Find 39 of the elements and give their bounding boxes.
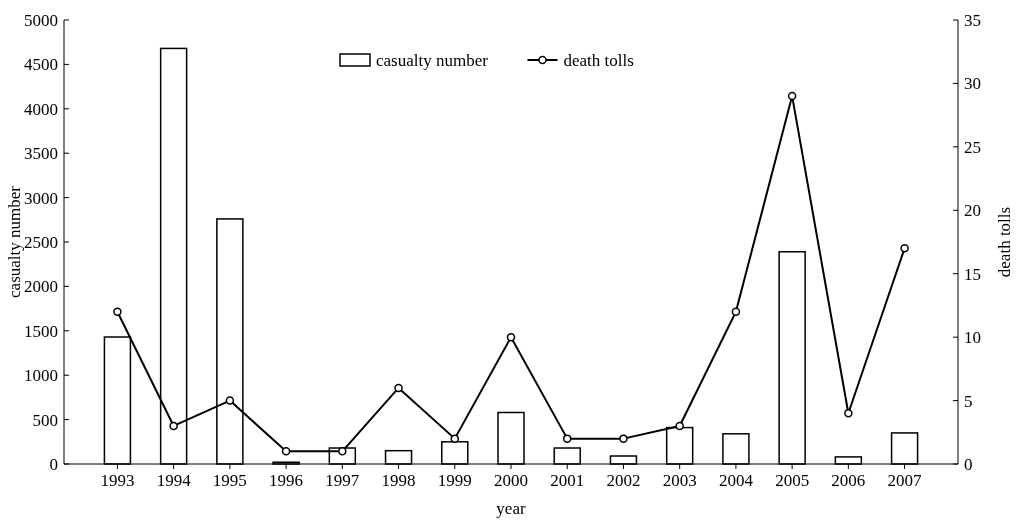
y-tick-label: 3500 — [24, 144, 58, 164]
x-tick-label: 2001 — [550, 471, 585, 490]
y-tick-label: 500 — [32, 410, 58, 430]
y-tick-label: 2000 — [24, 277, 58, 297]
y-tick-label: 1500 — [24, 321, 58, 341]
y-tick-label: 4000 — [24, 99, 58, 119]
y2-tick-label: 25 — [964, 137, 981, 157]
y-tick-label: 5000 — [24, 10, 58, 30]
y2-axis-title: death tolls — [995, 206, 1014, 278]
x-tick-label: 1997 — [325, 471, 360, 490]
legend-label: casualty number — [376, 50, 489, 70]
x-tick-label: 2002 — [606, 471, 641, 490]
y-axis-title: casualty number — [5, 185, 24, 298]
x-tick-label: 2007 — [887, 471, 923, 490]
x-tick-label: 1998 — [381, 471, 416, 490]
x-tick-label: 1996 — [269, 471, 304, 490]
y2-tick-label: 35 — [964, 10, 981, 30]
x-tick-label: 1993 — [100, 471, 135, 490]
x-tick-label: 2004 — [718, 471, 754, 490]
y-tick-label: 2500 — [24, 232, 58, 252]
y2-tick-label: 15 — [964, 264, 981, 284]
y-tick-label: 1000 — [24, 366, 58, 386]
y2-tick-label: 30 — [964, 74, 981, 94]
y2-tick-label: 0 — [964, 454, 973, 474]
x-tick-label: 1999 — [437, 471, 472, 490]
x-tick-label: 1995 — [212, 471, 247, 490]
x-tick-label: 2006 — [831, 471, 866, 490]
legend-label: death tolls — [563, 50, 634, 70]
x-tick-label: 2003 — [662, 471, 697, 490]
y-tick-label: 4500 — [24, 55, 58, 75]
y2-tick-label: 10 — [964, 328, 981, 348]
y2-tick-label: 5 — [964, 391, 973, 411]
x-axis-title: year — [496, 499, 526, 518]
y-tick-label: 0 — [49, 454, 58, 474]
x-tick-label: 2000 — [494, 471, 528, 490]
y-tick-label: 3000 — [24, 188, 58, 208]
x-tick-label: 1994 — [156, 471, 192, 490]
x-tick-label: 2005 — [775, 471, 810, 490]
y2-tick-label: 20 — [964, 201, 981, 221]
